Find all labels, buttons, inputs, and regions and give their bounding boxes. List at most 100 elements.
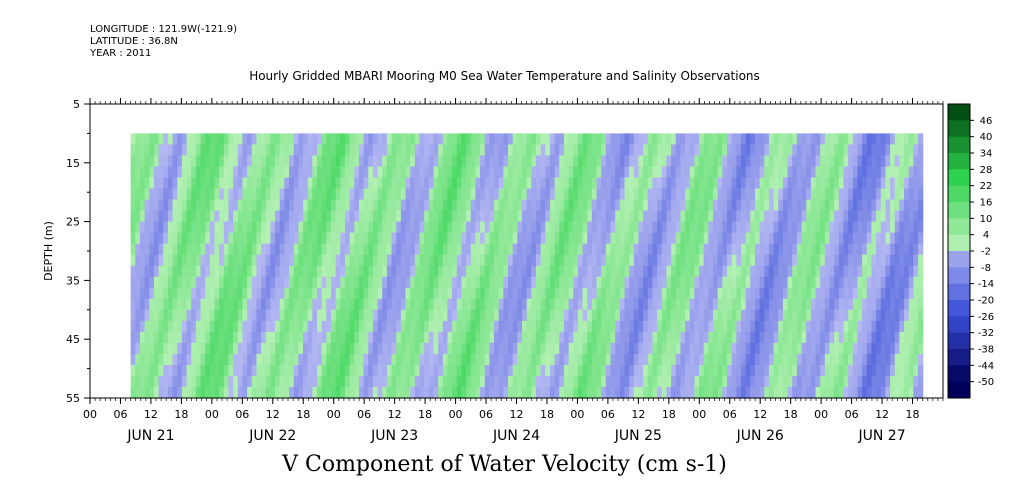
field-cell — [130, 243, 136, 256]
field-cell — [508, 254, 514, 267]
field-cell — [689, 320, 695, 333]
field-cell — [671, 243, 677, 256]
field-cell — [727, 309, 733, 322]
field-cell — [894, 331, 900, 344]
field-cell — [452, 177, 458, 190]
field-cell — [666, 265, 672, 278]
field-cell — [386, 265, 393, 278]
field-cell — [498, 386, 504, 399]
field-cell — [167, 309, 174, 322]
field-cell — [582, 386, 588, 399]
field-cell — [806, 144, 812, 157]
field-cell — [153, 320, 160, 333]
field-cell — [750, 133, 756, 146]
field-cell — [400, 166, 407, 179]
field-cell — [796, 232, 803, 245]
field-cell — [666, 298, 672, 311]
field-cell — [531, 221, 537, 234]
field-cell — [242, 364, 248, 377]
field-cell — [358, 287, 365, 300]
field-cell — [731, 199, 737, 212]
field-cell — [461, 353, 467, 366]
field-cell — [610, 375, 616, 388]
field-cell — [815, 243, 821, 256]
field-cell — [191, 298, 197, 311]
field-cell — [139, 353, 146, 366]
field-cell — [270, 353, 276, 366]
field-cell — [727, 287, 733, 300]
field-cell — [326, 133, 332, 146]
field-cell — [340, 364, 346, 377]
field-cell — [764, 276, 770, 289]
field-cell — [195, 287, 202, 300]
field-cell — [736, 353, 742, 366]
field-cell — [722, 232, 728, 245]
field-cell — [354, 177, 360, 190]
field-cell — [391, 298, 397, 311]
field-cell — [563, 232, 570, 245]
field-cell — [703, 144, 709, 157]
field-cell — [876, 199, 882, 212]
field-cell — [736, 298, 742, 311]
field-cell — [372, 298, 379, 311]
field-cell — [908, 221, 914, 234]
field-cell — [372, 199, 379, 212]
field-cell — [391, 342, 397, 355]
field-cell — [661, 133, 668, 146]
field-cell — [144, 386, 150, 399]
field-cell — [484, 210, 490, 223]
field-cell — [806, 221, 812, 234]
field-cell — [559, 210, 565, 223]
field-cell — [689, 254, 695, 267]
field-cell — [139, 232, 146, 245]
field-cell — [768, 265, 775, 278]
field-cell — [191, 155, 197, 168]
field-cell — [862, 133, 868, 146]
field-cell — [605, 133, 612, 146]
field-cell — [484, 375, 490, 388]
field-cell — [349, 287, 355, 300]
field-cell — [461, 166, 467, 179]
field-cell — [316, 188, 323, 201]
field-cell — [862, 287, 868, 300]
field-cell — [363, 276, 369, 289]
field-cell — [782, 188, 789, 201]
field-cell — [699, 276, 705, 289]
field-cell — [270, 386, 276, 399]
field-cell — [848, 188, 854, 201]
field-cell — [885, 331, 891, 344]
field-cell — [400, 133, 407, 146]
field-cell — [810, 254, 817, 267]
field-cell — [727, 320, 733, 333]
field-cell — [629, 276, 635, 289]
field-cell — [615, 342, 621, 355]
field-cell — [167, 375, 174, 388]
field-cell — [424, 254, 430, 267]
field-cell — [139, 144, 146, 157]
field-cell — [172, 254, 178, 267]
field-cell — [135, 254, 141, 267]
field-cell — [685, 144, 691, 157]
field-cell — [400, 386, 407, 399]
field-cell — [535, 155, 542, 168]
field-cell — [834, 276, 840, 289]
field-cell — [591, 309, 598, 322]
field-cell — [838, 144, 845, 157]
field-cell — [727, 375, 733, 388]
field-cell — [629, 199, 635, 212]
field-cell — [549, 287, 556, 300]
field-cell — [647, 177, 654, 190]
field-cell — [316, 342, 323, 355]
field-cell — [489, 210, 495, 223]
field-cell — [153, 199, 160, 212]
field-cell — [740, 221, 747, 234]
field-cell — [657, 243, 663, 256]
field-cell — [661, 254, 668, 267]
field-cell — [605, 331, 612, 344]
field-cell — [522, 265, 528, 278]
field-cell — [815, 309, 821, 322]
field-cell — [233, 320, 239, 333]
field-cell — [298, 386, 304, 399]
field-cell — [526, 199, 532, 212]
field-cell — [713, 287, 719, 300]
